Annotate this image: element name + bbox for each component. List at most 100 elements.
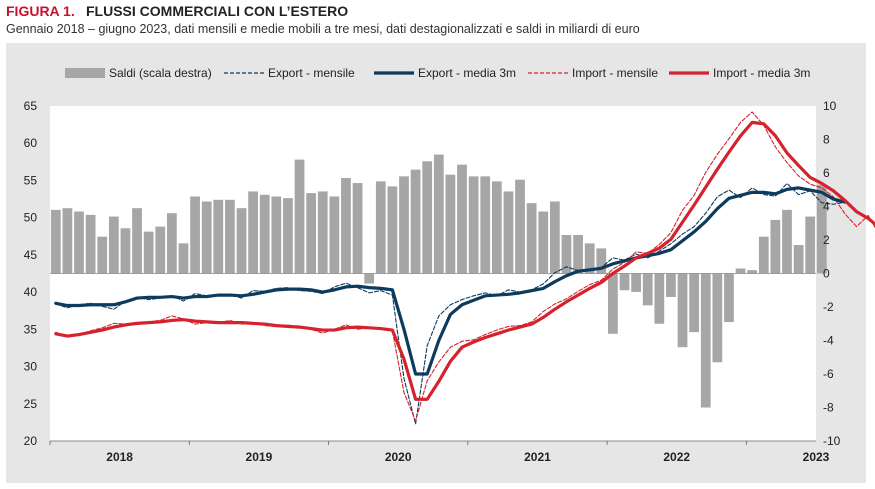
saldi-bar — [700, 273, 711, 408]
saldi-bar — [236, 208, 247, 274]
right-axis-tick-label: 0 — [823, 267, 830, 281]
saldi-bar — [155, 226, 166, 274]
saldi-bar — [642, 273, 653, 306]
chart-legend: Saldi (scala destra) Export - mensile Expo… — [65, 66, 810, 80]
plot-area — [50, 106, 875, 441]
saldi-bar — [712, 273, 723, 363]
saldi-bar — [735, 268, 746, 274]
saldi-bar — [294, 159, 305, 274]
left-axis-tick-label: 55 — [24, 173, 38, 187]
saldi-bar — [50, 209, 61, 274]
saldi-bar — [259, 194, 270, 274]
right-axis-tick-label: 8 — [823, 133, 830, 147]
figure-label: FIGURA 1. — [6, 3, 75, 19]
import-3m-line — [54, 120, 875, 401]
left-axis-tick-label: 35 — [24, 322, 38, 336]
saldi-bar — [283, 198, 293, 274]
x-axis-year-label: 2023 — [803, 450, 830, 464]
saldi-bar — [457, 164, 467, 274]
saldi-bar — [85, 214, 96, 274]
x-axis-year-label: 2018 — [106, 450, 133, 464]
saldi-bar — [747, 270, 758, 274]
legend-label-export_m: Export - mensile — [268, 66, 355, 80]
saldi-bar — [433, 154, 444, 274]
legend-label-import_m: Import - mensile — [572, 66, 658, 80]
saldi-bar — [526, 203, 537, 274]
saldi-bar — [573, 234, 583, 274]
saldi-bar — [213, 199, 224, 274]
saldi-bar — [178, 243, 189, 274]
saldi-bar — [317, 191, 328, 274]
saldi-bar — [503, 191, 514, 274]
legend-label-saldi: Saldi (scala destra) — [109, 66, 212, 80]
axes: 656055504540353025201086420-2-4-6-8-1020… — [24, 99, 841, 464]
saldi-bar — [770, 219, 781, 274]
saldi-bar — [271, 196, 282, 274]
left-axis-tick-label: 50 — [24, 211, 38, 225]
saldi-bar — [74, 211, 84, 274]
saldi-bar — [608, 273, 618, 334]
saldi-bar — [97, 236, 108, 274]
saldi-bar — [166, 213, 177, 274]
figure-title: FLUSSI COMMERCIALI CON L’ESTERO — [86, 3, 349, 19]
saldi-bars — [50, 154, 827, 408]
right-axis-tick-label: 2 — [823, 233, 830, 247]
saldi-bar — [724, 273, 734, 323]
x-axis-year-label: 2022 — [663, 450, 690, 464]
saldi-bar — [631, 273, 641, 292]
saldi-bar — [619, 273, 630, 291]
x-axis-year-label: 2019 — [246, 450, 273, 464]
left-axis-tick-label: 25 — [24, 397, 38, 411]
left-axis-tick-label: 45 — [24, 248, 38, 262]
right-axis-tick-label: 4 — [823, 200, 830, 214]
saldi-bar — [561, 234, 572, 274]
saldi-bar — [341, 178, 351, 274]
right-axis-tick-label: -2 — [823, 300, 834, 314]
saldi-bar — [689, 273, 700, 333]
x-axis-year-label: 2020 — [385, 450, 412, 464]
x-axis-year-label: 2021 — [524, 450, 551, 464]
saldi-bar — [375, 181, 386, 274]
left-axis-tick-label: 65 — [24, 99, 38, 113]
saldi-bar — [480, 176, 491, 274]
saldi-bar — [201, 201, 212, 274]
export-3m-line — [54, 186, 847, 376]
right-axis-tick-label: -4 — [823, 334, 834, 348]
saldi-bar — [248, 191, 258, 274]
saldi-bar — [549, 201, 560, 274]
legend-swatch-saldi — [65, 68, 105, 78]
saldi-bar — [62, 208, 73, 274]
legend-label-import_3m: Import - media 3m — [713, 66, 810, 80]
saldi-bar — [399, 176, 409, 274]
saldi-bar — [758, 236, 769, 274]
saldi-bar — [666, 273, 676, 297]
saldi-bar — [225, 199, 235, 274]
saldi-bar — [352, 183, 363, 274]
saldi-bar — [538, 211, 549, 274]
right-axis-tick-label: -6 — [823, 367, 834, 381]
left-axis-tick-label: 40 — [24, 285, 38, 299]
saldi-bar — [108, 216, 119, 274]
right-axis-tick-label: -8 — [823, 401, 834, 415]
right-axis-tick-label: 10 — [823, 99, 837, 113]
saldi-bar — [805, 216, 816, 274]
saldi-bar — [445, 174, 456, 274]
saldi-bar — [387, 186, 398, 274]
series-lines — [54, 111, 875, 425]
saldi-bar — [132, 208, 142, 274]
left-axis-tick-label: 60 — [24, 136, 38, 150]
saldi-bar — [816, 184, 827, 274]
saldi-bar — [190, 196, 200, 274]
legend-label-export_3m: Export - media 3m — [418, 66, 516, 80]
saldi-bar — [491, 181, 502, 274]
saldi-bar — [364, 273, 375, 284]
saldi-bar — [422, 161, 433, 274]
saldi-bar — [120, 228, 131, 274]
saldi-bar — [515, 179, 525, 274]
saldi-bar — [306, 193, 317, 274]
saldi-bar — [596, 248, 607, 274]
saldi-bar — [793, 245, 804, 274]
saldi-bar — [329, 196, 340, 274]
saldi-bar — [677, 273, 688, 348]
